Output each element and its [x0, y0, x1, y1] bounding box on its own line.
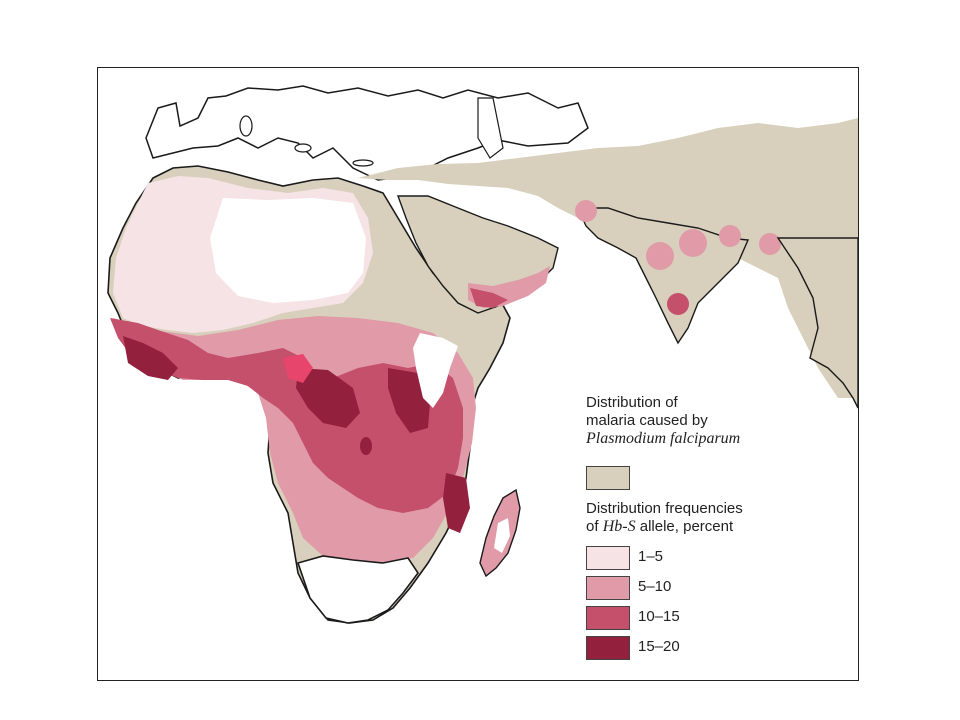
malaria-asia-zone — [358, 118, 858, 398]
southern-africa-no-data — [296, 555, 419, 624]
legend-hbs-title-2: of Hb-S allele, percent — [586, 518, 856, 536]
india-hbs-spot-1 — [575, 200, 597, 222]
malaria-swatch — [586, 466, 630, 490]
india-hbs-spot-4 — [719, 225, 741, 247]
swatch-1-5 — [586, 546, 630, 570]
legend-hbs-pre: of — [586, 518, 603, 535]
map-frame: Distribution of malaria caused by Plasmo… — [97, 67, 859, 681]
india-hbs-spot-6 — [667, 293, 689, 315]
horn-no-data — [413, 333, 458, 408]
india-hbs-spot-5 — [759, 233, 781, 255]
hbs-15-20-zone-west — [123, 336, 178, 380]
legend-malaria-title-3: Plasmodium falciparum — [586, 430, 741, 447]
southeast-asia — [776, 237, 858, 409]
swatch-10-15 — [586, 606, 630, 630]
hbs-10-15-zone — [110, 318, 463, 513]
india-hbs-spot-3 — [679, 229, 707, 257]
legend-malaria-title-2: malaria caused by — [586, 412, 708, 429]
hbs-15-20-zone-mozambique — [443, 473, 470, 533]
caspian-sea — [477, 97, 504, 159]
swatch-5-10 — [586, 576, 630, 600]
africa-asia-map — [107, 85, 858, 624]
madagascar-inner — [494, 518, 510, 553]
hbs-15-20-spot — [360, 437, 372, 455]
island-sicily — [294, 143, 312, 153]
legend-hbs-post: allele, percent — [635, 518, 734, 535]
island-sardinia — [239, 115, 253, 137]
hbs-bright-zone — [283, 354, 313, 383]
legend-malaria-title-1: Distribution of — [586, 394, 678, 411]
swatch-15-20 — [586, 636, 630, 660]
legend-hbs-italic: Hb-S — [602, 518, 636, 535]
range-label-5-10: 5–10 — [638, 578, 672, 595]
island-crete — [352, 159, 374, 167]
arabia-hbs-dark — [470, 288, 508, 308]
sahara-no-data — [210, 198, 366, 303]
range-label-1-5: 1–5 — [638, 548, 664, 565]
india-hbs-spot-2 — [646, 242, 674, 270]
legend-hbs-title-1: Distribution frequencies — [586, 500, 743, 517]
hbs-15-20-zone-central — [296, 368, 360, 428]
legend: Distribution of malaria caused by Plasmo… — [586, 394, 856, 448]
legend-hbs: Distribution frequencies of Hb-S allele,… — [586, 500, 856, 536]
hbs-15-20-zone-east — [388, 368, 430, 433]
range-label-10-15: 10–15 — [638, 608, 680, 625]
range-label-15-20: 15–20 — [638, 638, 680, 655]
